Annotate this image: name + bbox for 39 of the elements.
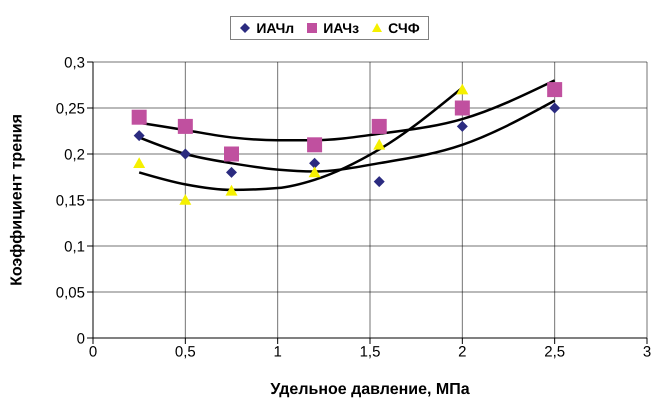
point (456, 84, 468, 94)
x-tick-label: 0,5 (174, 344, 196, 361)
legend-label: ИАЧз (322, 20, 360, 36)
point (309, 158, 320, 169)
y-tick-label: 0,05 (56, 284, 85, 302)
x-axis-title: Удельное давление, МПа (270, 381, 470, 398)
y-tick-label: 0 (76, 330, 85, 348)
point (226, 184, 238, 196)
point (373, 138, 386, 150)
point (226, 166, 237, 178)
point (180, 148, 191, 160)
y-tick-label: 0,25 (56, 100, 85, 118)
point (132, 110, 147, 125)
point (456, 120, 468, 132)
point (372, 118, 387, 134)
point (224, 146, 239, 162)
point (178, 118, 193, 134)
point (134, 130, 145, 142)
point (549, 102, 560, 114)
x-tick-label: 3 (642, 344, 652, 361)
y-tick-label: 0,1 (64, 238, 85, 256)
point (547, 82, 562, 98)
point (307, 137, 322, 152)
legend-label: ИАЧл (255, 20, 294, 36)
point (374, 176, 385, 188)
x-tick-label: 0 (88, 344, 98, 361)
y-tick-label: 0,2 (64, 146, 85, 164)
point (454, 100, 470, 116)
y-tick-label: 0,15 (56, 192, 85, 210)
point (308, 166, 321, 178)
x-tick-label: 1 (273, 344, 282, 361)
x-tick-label: 1,5 (360, 344, 380, 361)
point (133, 157, 146, 168)
y-tick-label: 0,3 (64, 54, 85, 72)
x-tick-label: 2 (458, 344, 467, 361)
y-axis-title: Коэффициент трения (8, 114, 26, 286)
point (179, 194, 192, 205)
legend-label: СЧФ (387, 20, 420, 36)
x-tick-label: 2,5 (544, 344, 566, 361)
